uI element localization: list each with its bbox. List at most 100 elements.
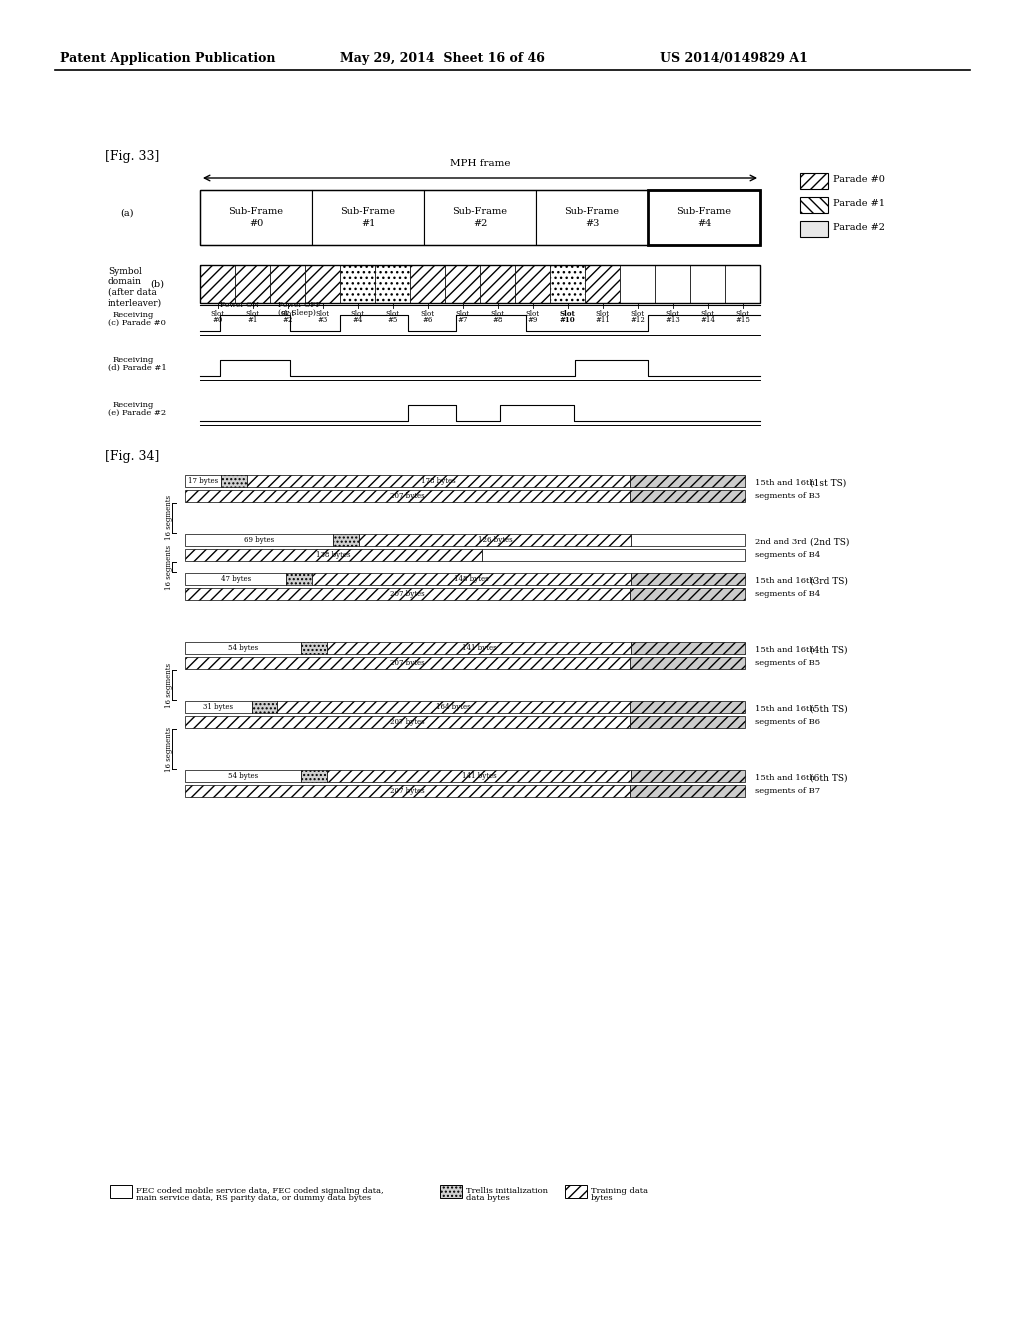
Bar	[648, 190, 760, 246]
Bar	[480, 265, 515, 304]
Text: 16 segments: 16 segments	[165, 495, 173, 540]
Bar	[375, 265, 410, 304]
Bar	[631, 642, 745, 653]
Text: Slot: Slot	[246, 310, 259, 318]
Bar	[185, 535, 334, 546]
Bar	[565, 1185, 587, 1199]
Text: Slot: Slot	[666, 310, 680, 318]
Bar	[328, 770, 631, 781]
Bar	[631, 535, 745, 546]
Text: FEC coded mobile service data, FEC coded signaling data,: FEC coded mobile service data, FEC coded…	[136, 1187, 384, 1195]
Bar	[550, 265, 585, 304]
Text: MPH frame: MPH frame	[450, 158, 510, 168]
Text: #11: #11	[595, 315, 610, 323]
Text: 15th and 16th: 15th and 16th	[755, 645, 815, 653]
Text: Sub-Frame: Sub-Frame	[341, 207, 395, 216]
Text: #3: #3	[317, 315, 328, 323]
Text: Trellis initialization: Trellis initialization	[466, 1187, 548, 1195]
Text: 69 bytes: 69 bytes	[244, 536, 274, 544]
Text: 15th and 16th: 15th and 16th	[755, 774, 815, 781]
Bar	[200, 265, 760, 304]
Bar	[536, 190, 648, 246]
Text: 16 segments: 16 segments	[165, 544, 173, 590]
Text: #2: #2	[473, 219, 487, 228]
Text: Sub-Frame: Sub-Frame	[564, 207, 620, 216]
Bar	[482, 549, 745, 561]
Text: (e) Parade #2: (e) Parade #2	[108, 409, 166, 417]
Text: 164 bytes: 164 bytes	[436, 704, 471, 711]
Text: Power OFF: Power OFF	[278, 301, 321, 309]
Text: 54 bytes: 54 bytes	[228, 644, 258, 652]
Text: Slot: Slot	[631, 310, 644, 318]
Text: #12: #12	[630, 315, 645, 323]
Bar	[301, 642, 328, 653]
Text: Sub-Frame: Sub-Frame	[677, 207, 731, 216]
Text: Slot: Slot	[596, 310, 609, 318]
Bar	[200, 265, 234, 304]
Text: Slot: Slot	[385, 310, 399, 318]
Text: Sub-Frame: Sub-Frame	[453, 207, 508, 216]
Text: (1st TS): (1st TS)	[810, 479, 846, 487]
Text: (c) Parade #0: (c) Parade #0	[108, 319, 166, 327]
Text: Slot: Slot	[700, 310, 715, 318]
Text: Slot: Slot	[315, 310, 330, 318]
Text: 148 bytes: 148 bytes	[454, 576, 488, 583]
Text: 207 bytes: 207 bytes	[390, 787, 425, 795]
Bar	[185, 657, 630, 669]
Bar	[221, 475, 247, 487]
Bar	[200, 190, 760, 246]
Text: segments of B4: segments of B4	[755, 590, 820, 598]
Text: #6: #6	[422, 315, 433, 323]
Text: #2: #2	[283, 315, 293, 323]
Text: 207 bytes: 207 bytes	[390, 492, 425, 500]
Text: 207 bytes: 207 bytes	[390, 659, 425, 667]
Bar	[630, 715, 745, 729]
Text: 141 bytes: 141 bytes	[462, 644, 497, 652]
Text: 207 bytes: 207 bytes	[390, 718, 425, 726]
Text: data bytes: data bytes	[466, 1195, 510, 1203]
Bar	[424, 190, 536, 246]
Bar	[725, 265, 760, 304]
Text: 15th and 16th: 15th and 16th	[755, 577, 815, 585]
Text: segments of B6: segments of B6	[755, 718, 820, 726]
Text: Sub-Frame: Sub-Frame	[228, 207, 284, 216]
Text: (3rd TS): (3rd TS)	[810, 577, 848, 586]
Text: (d) Parade #1: (d) Parade #1	[108, 364, 167, 372]
Text: Receiving: Receiving	[113, 312, 155, 319]
Text: Patent Application Publication: Patent Application Publication	[60, 51, 275, 65]
Text: segments of B7: segments of B7	[755, 787, 820, 795]
Text: #4: #4	[352, 315, 362, 323]
Text: #8: #8	[493, 315, 503, 323]
Text: 207 bytes: 207 bytes	[390, 590, 425, 598]
Text: bytes: bytes	[591, 1195, 613, 1203]
Bar	[234, 265, 270, 304]
Bar	[185, 770, 301, 781]
Bar	[631, 770, 745, 781]
Bar	[301, 770, 328, 781]
Text: Parade #1: Parade #1	[833, 199, 885, 209]
Text: Power ON: Power ON	[220, 301, 259, 309]
Bar	[690, 265, 725, 304]
Text: 31 bytes: 31 bytes	[204, 704, 233, 711]
Bar	[185, 587, 630, 601]
Bar	[630, 785, 745, 797]
Text: Slot: Slot	[456, 310, 469, 318]
Text: #9: #9	[527, 315, 538, 323]
Bar	[655, 265, 690, 304]
Bar	[328, 642, 631, 653]
Bar	[800, 197, 828, 213]
Bar	[185, 715, 630, 729]
Bar	[287, 573, 312, 585]
Text: #1: #1	[360, 219, 375, 228]
Text: Slot: Slot	[490, 310, 505, 318]
Bar	[630, 587, 745, 601]
Text: 17 bytes: 17 bytes	[188, 477, 218, 484]
Text: #15: #15	[735, 315, 750, 323]
Text: 47 bytes: 47 bytes	[220, 576, 251, 583]
Text: (b): (b)	[150, 280, 164, 289]
Text: #5: #5	[387, 315, 397, 323]
Bar	[800, 173, 828, 189]
Bar	[185, 490, 630, 502]
Text: [Fig. 33]: [Fig. 33]	[105, 150, 160, 162]
Bar	[200, 190, 312, 246]
